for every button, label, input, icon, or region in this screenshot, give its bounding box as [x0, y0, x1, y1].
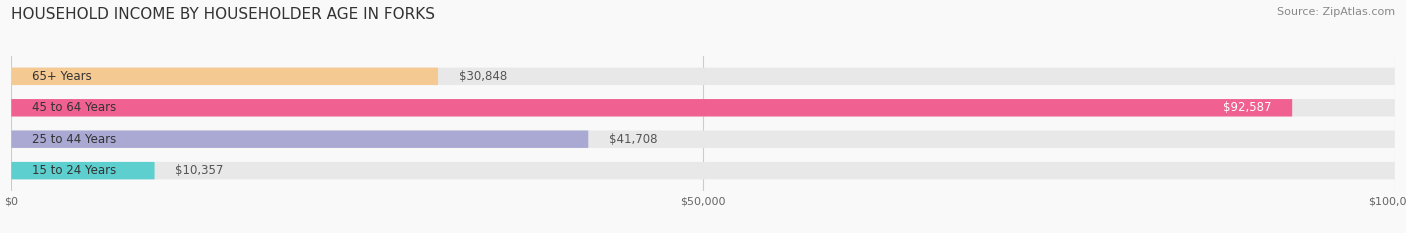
Text: $41,708: $41,708	[609, 133, 658, 146]
Text: $10,357: $10,357	[176, 164, 224, 177]
Text: $92,587: $92,587	[1223, 101, 1271, 114]
Text: $30,848: $30,848	[458, 70, 508, 83]
FancyBboxPatch shape	[11, 68, 1395, 85]
Text: 65+ Years: 65+ Years	[32, 70, 91, 83]
FancyBboxPatch shape	[11, 130, 1395, 148]
Text: 25 to 44 Years: 25 to 44 Years	[32, 133, 117, 146]
FancyBboxPatch shape	[11, 162, 1395, 179]
FancyBboxPatch shape	[11, 99, 1292, 116]
FancyBboxPatch shape	[11, 162, 155, 179]
FancyBboxPatch shape	[11, 99, 1395, 116]
FancyBboxPatch shape	[11, 130, 588, 148]
FancyBboxPatch shape	[11, 68, 439, 85]
Text: 45 to 64 Years: 45 to 64 Years	[32, 101, 117, 114]
Text: 15 to 24 Years: 15 to 24 Years	[32, 164, 117, 177]
Text: HOUSEHOLD INCOME BY HOUSEHOLDER AGE IN FORKS: HOUSEHOLD INCOME BY HOUSEHOLDER AGE IN F…	[11, 7, 436, 22]
Text: Source: ZipAtlas.com: Source: ZipAtlas.com	[1277, 7, 1395, 17]
